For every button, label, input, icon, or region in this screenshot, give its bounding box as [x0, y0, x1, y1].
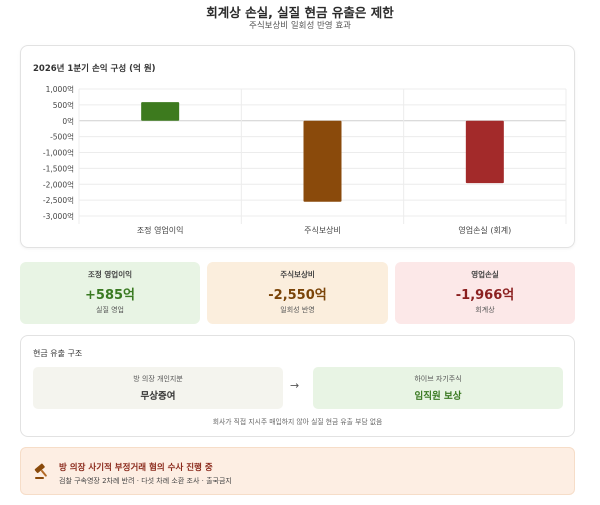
stat-card-adjusted-operating-profit: 조정 영업이익 +585억 실질 영업	[20, 262, 200, 324]
y-tick-label: 500억	[53, 101, 74, 110]
stat-card-stock-compensation: 주식보상비 -2,550억 일회성 반영	[207, 262, 388, 324]
stat-value: -2,550억	[268, 288, 327, 303]
stat-value: -1,966억	[455, 288, 515, 303]
stat-value: +585억	[85, 288, 135, 303]
stat-sub: 일회성 반영	[280, 306, 315, 314]
x-tick-label: 조정 영업이익	[137, 225, 184, 235]
y-tick-label: -1,000억	[43, 149, 74, 158]
stat-sub: 회계상	[475, 306, 495, 314]
x-tick-label: 영업손실 (회계)	[458, 225, 511, 235]
stat-sub: 실질 영업	[96, 306, 124, 314]
bar	[141, 102, 180, 121]
flow-target-value: 임직원 보상	[414, 391, 462, 402]
chart-card: 2026년 1분기 손익 구성 (억 원) 1,000억 500억 0억 -500억 -…	[20, 45, 575, 248]
y-tick-label: -2,000억	[43, 180, 74, 189]
arrow-right-icon: →	[290, 379, 300, 392]
cash-flow-structure-card: 현금 유출 구조 방 의장 개인지분 무상증여 → 하이브 자기주식 임직원 보…	[20, 335, 575, 437]
stat-label: 주식보상비	[280, 270, 315, 279]
bar	[465, 120, 504, 184]
y-tick-label: 1,000억	[46, 85, 74, 94]
y-tick-label: 0억	[62, 117, 74, 126]
alert-title: 방 의장 사기적 부정거래 혐의 수사 진행 중	[59, 463, 213, 473]
stat-label: 영업손실	[471, 270, 499, 279]
chart-title: 2026년 1분기 손익 구성 (억 원)	[33, 64, 156, 74]
investigation-alert: 방 의장 사기적 부정거래 혐의 수사 진행 중 검찰 구속영장 2차례 반려 …	[20, 447, 575, 495]
flow-source-value: 무상증여	[140, 391, 176, 402]
flow-note: 회사가 직접 지시주 매입하지 않아 실질 현금 유출 부담 없음	[212, 418, 383, 426]
flow-source-box: 방 의장 개인지분 무상증여	[33, 367, 283, 409]
x-tick-label: 주식보상비	[304, 225, 341, 235]
y-tick-label: -500억	[50, 133, 74, 142]
flow-title: 현금 유출 구조	[33, 349, 83, 358]
flow-source-label: 방 의장 개인지분	[133, 375, 183, 383]
bar	[303, 120, 342, 202]
y-tick-label: -2,500억	[43, 196, 74, 205]
flow-target-box: 하이브 자기주식 임직원 보상	[313, 367, 563, 409]
gavel-icon	[34, 463, 47, 479]
stat-label: 조정 영업이익	[87, 270, 132, 279]
stat-card-operating-loss: 영업손실 -1,966억 회계상	[395, 262, 575, 324]
bar-chart: 1,000억 500억 0억 -500억 -1,000억 -1,500억 -2,000억 -2…	[43, 85, 567, 235]
alert-sub: 검찰 구속영장 2차례 반려 · 다섯 차례 소환 조사 · 출국금지	[59, 477, 232, 485]
flow-target-label: 하이브 자기주식	[414, 375, 462, 383]
page-title: 회계상 손실, 실질 현금 유출은 제한	[206, 5, 394, 20]
y-tick-label: -3,000억	[43, 212, 74, 221]
y-tick-label: -1,500억	[43, 164, 74, 173]
page-subtitle: 주식보상비 일회성 반영 효과	[249, 21, 351, 31]
